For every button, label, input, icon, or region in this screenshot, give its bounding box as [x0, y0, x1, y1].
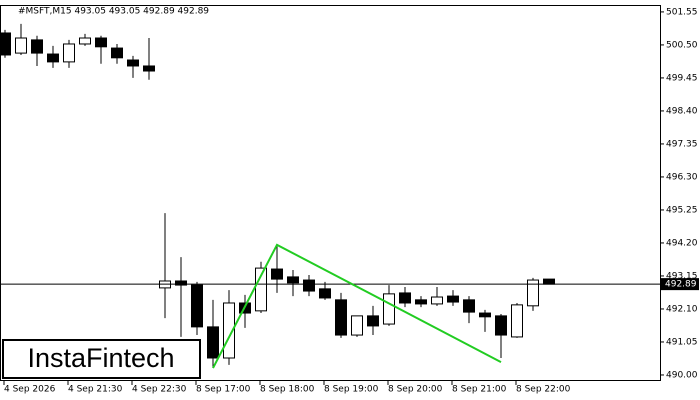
- candle-body: [447, 295, 459, 303]
- x-tick-label: 8 Sep 20:00: [388, 385, 443, 395]
- x-tick-label: 8 Sep 19:00: [324, 385, 379, 395]
- candle-body: [223, 302, 235, 359]
- y-tick-label: 501.55: [666, 7, 698, 17]
- x-tick-label: 8 Sep 17:00: [196, 385, 251, 395]
- candle-body: [479, 312, 491, 318]
- watermark: InstaFintech: [27, 343, 174, 373]
- candle-body: [335, 299, 347, 336]
- x-tick-label: 4 Sep 22:30: [132, 385, 187, 395]
- candle-body: [527, 279, 539, 307]
- chart-title: #MSFT,M15 493.05 493.05 492.89 492.89: [18, 7, 209, 17]
- candle-body: [95, 37, 107, 48]
- candle-body: [111, 47, 123, 59]
- candle-body: [143, 65, 155, 72]
- candle-body: [399, 292, 411, 304]
- x-tick-label: 4 Sep 21:30: [68, 385, 123, 395]
- candle-body: [15, 37, 27, 54]
- candle-body: [495, 315, 507, 336]
- last-price-box: [661, 278, 699, 291]
- y-tick-label: 498.40: [666, 106, 698, 116]
- candle-body: [463, 299, 475, 313]
- last-price-label: 492.89: [665, 280, 697, 290]
- candle-body: [351, 315, 363, 336]
- y-tick-label: 495.25: [666, 205, 698, 215]
- candle-body: [271, 268, 283, 280]
- candle-body: [511, 304, 523, 338]
- x-tick-label: 8 Sep 18:00: [260, 385, 315, 395]
- candle-body: [303, 279, 315, 292]
- y-tick-label: 493.15: [666, 271, 698, 281]
- candle-body: [79, 37, 91, 45]
- pattern-line: [212, 243, 502, 369]
- watermark-box: [2, 339, 201, 379]
- y-tick-label: 496.30: [666, 172, 698, 182]
- candle-body: [175, 280, 187, 286]
- candle-body: [255, 267, 267, 312]
- candle-body: [127, 59, 139, 67]
- candle-body: [431, 296, 443, 305]
- candle-body: [543, 278, 555, 285]
- x-tick-label: 4 Sep 2026: [4, 385, 56, 395]
- candle-body: [367, 315, 379, 327]
- y-tick-label: 492.10: [666, 304, 698, 314]
- candle-body: [31, 39, 43, 54]
- y-tick-label: 494.20: [666, 238, 698, 248]
- candle-body: [207, 326, 219, 359]
- candle-body: [415, 299, 427, 305]
- y-tick-label: 500.50: [666, 40, 698, 50]
- candle-body: [63, 43, 75, 63]
- x-tick-label: 8 Sep 22:00: [516, 385, 571, 395]
- y-tick-label: 499.45: [666, 73, 698, 83]
- candle-body: [319, 288, 331, 299]
- candle-body: [191, 284, 203, 328]
- y-tick-label: 497.35: [666, 139, 698, 149]
- y-tick-label: 490.00: [666, 370, 698, 380]
- candle-body: [0, 32, 11, 56]
- plot-frame: [0, 5, 661, 381]
- candle-body: [383, 293, 395, 325]
- candle-body: [47, 53, 59, 63]
- y-tick-label: 491.05: [666, 337, 698, 347]
- candle-body: [287, 276, 299, 284]
- x-tick-label: 8 Sep 21:00: [452, 385, 507, 395]
